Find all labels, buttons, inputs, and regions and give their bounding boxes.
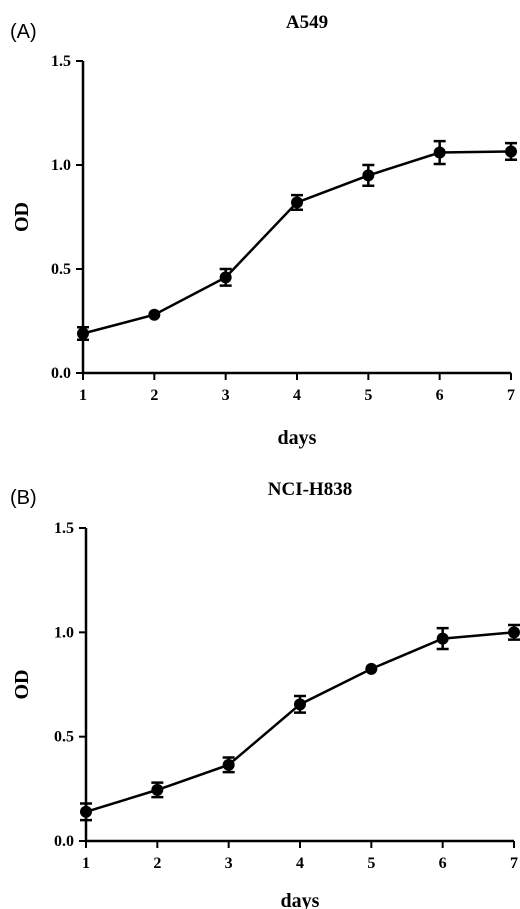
chart-panel-1: (A) A549 0.0 0.5 1.0 1.5 1 2 3 4 5 6 7 days OD: [10, 12, 517, 449]
data-point: [505, 145, 517, 158]
x-tick-label: 5: [364, 387, 372, 404]
data-point: [362, 169, 375, 182]
panel-label: (B): [10, 487, 37, 509]
y-tick-label: 0.5: [51, 261, 71, 278]
x-tick-label: 7: [507, 387, 515, 404]
y-axis-label: OD: [11, 670, 33, 700]
chart-title: A549: [286, 12, 328, 33]
x-tick-label: 3: [225, 855, 233, 872]
y-tick-label: 0.0: [54, 833, 74, 850]
data-point: [433, 146, 446, 159]
series-line: [85, 631, 515, 813]
x-axis-label: days: [278, 427, 317, 449]
data-point: [436, 632, 449, 645]
x-tick-label: 2: [150, 387, 158, 404]
x-axis-label: days: [281, 890, 320, 909]
panel-label: (A): [10, 21, 37, 43]
data-point: [148, 308, 161, 321]
y-tick-label: 0.0: [51, 365, 71, 382]
data-point: [291, 196, 303, 209]
x-tick-label: 1: [79, 387, 87, 404]
data-point: [365, 662, 378, 675]
series-line: [82, 150, 512, 335]
y-tick-label: 1.0: [54, 624, 74, 641]
chart-panel-2: (B) NCI-H838 0.0 0.5 1.0 1.5 1 2 3 4 5 6 7 days OD: [10, 479, 520, 909]
x-tick-label: 5: [367, 855, 375, 872]
y-tick-label: 1.5: [54, 520, 74, 537]
x-tick-label: 3: [222, 387, 230, 404]
data-point: [80, 805, 92, 818]
data-point: [77, 327, 89, 340]
x-tick-label: 4: [296, 855, 304, 872]
y-tick-label: 1.5: [51, 53, 71, 70]
data-point: [508, 626, 520, 639]
chart-title: NCI-H838: [268, 479, 352, 500]
x-tick-label: 2: [153, 855, 161, 872]
x-tick-label: 7: [510, 855, 518, 872]
x-tick-label: 1: [82, 855, 90, 872]
x-tick-label: 6: [436, 387, 444, 404]
x-tick-label: 6: [439, 855, 447, 872]
y-axis-label: OD: [11, 202, 33, 232]
y-tick-label: 1.0: [51, 157, 71, 174]
data-point: [222, 758, 235, 771]
x-tick-label: 4: [293, 387, 301, 404]
data-point: [151, 783, 164, 796]
data-point: [294, 698, 306, 711]
data-point: [219, 271, 232, 284]
y-tick-label: 0.5: [54, 729, 74, 746]
